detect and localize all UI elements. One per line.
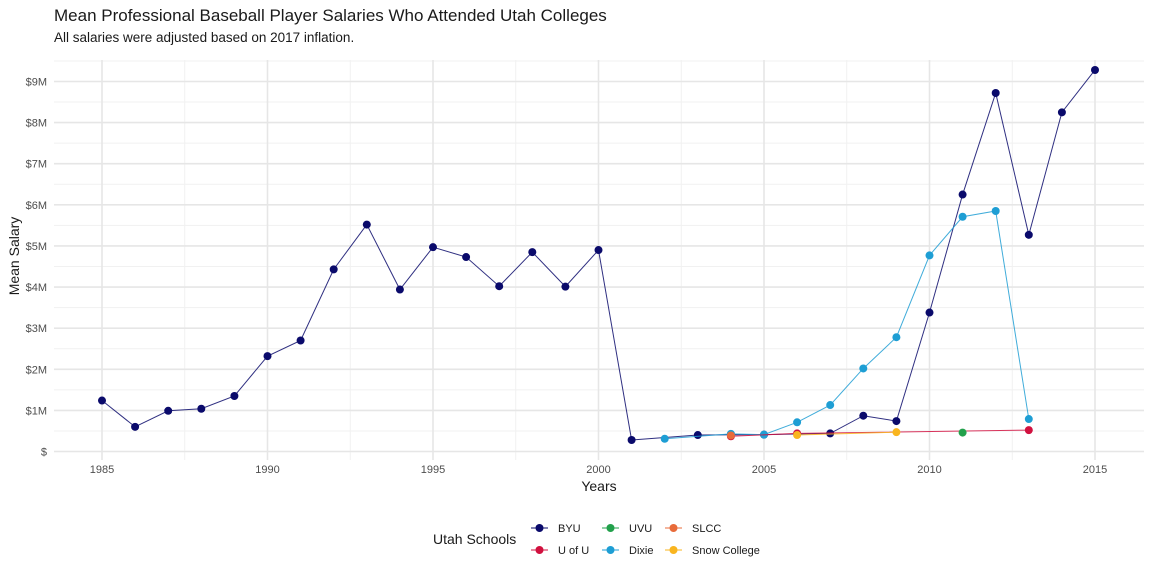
legend-title: Utah Schools xyxy=(433,531,516,547)
axis-layer: 1985 1990 1995 2000 2005 2010 2015 $ $1M $2M $3M $4… xyxy=(26,77,1108,477)
legend-item-byu: BYU xyxy=(531,523,581,535)
legend-label: SLCC xyxy=(692,523,721,535)
legend-key-dot xyxy=(669,524,678,532)
data-point-dixie xyxy=(892,333,901,342)
data-point-byu xyxy=(1057,108,1066,117)
x-tick-label: 2000 xyxy=(586,464,610,476)
legend-label: Dixie xyxy=(629,545,653,557)
data-point-byu xyxy=(495,282,504,291)
y-tick-label: $ xyxy=(41,447,47,459)
legend-item-u-of-u: U of U xyxy=(531,545,589,557)
data-point-dixie xyxy=(925,251,934,260)
data-point-byu xyxy=(329,265,338,274)
data-point-byu xyxy=(263,352,272,361)
data-point-byu xyxy=(859,411,868,420)
series-line-snow-college xyxy=(797,431,897,436)
series-slcc xyxy=(726,431,735,440)
data-point-byu xyxy=(958,190,967,199)
data-point-dixie xyxy=(660,434,669,443)
series-uvu xyxy=(958,428,967,437)
series-line-byu xyxy=(101,69,1096,441)
legend-label: U of U xyxy=(558,545,589,557)
y-tick-label: $4M xyxy=(26,282,47,294)
legend-label: UVU xyxy=(629,523,652,535)
data-point-byu xyxy=(462,253,471,262)
series-snow-college xyxy=(793,428,901,440)
chart-title: Mean Professional Baseball Player Salari… xyxy=(54,6,607,25)
legend-item-uvu: UVU xyxy=(602,523,652,535)
data-point-byu xyxy=(296,336,305,345)
chart-subtitle: All salaries were adjusted based on 2017… xyxy=(54,30,354,45)
data-point-uvu xyxy=(958,428,967,437)
series-byu xyxy=(98,65,1099,444)
data-point-byu xyxy=(164,406,173,415)
legend: Utah Schools BYU U of U UVU Dixie SLCC Snow C… xyxy=(433,523,760,557)
x-tick-label: 1990 xyxy=(255,464,279,476)
y-tick-label: $5M xyxy=(26,241,47,253)
data-point-byu xyxy=(1024,230,1033,239)
data-point-byu xyxy=(429,243,437,252)
data-point-byu xyxy=(627,435,636,444)
data-point-u-of-u xyxy=(1024,426,1033,435)
legend-key-dot xyxy=(606,524,615,532)
legend-key-dot xyxy=(535,524,544,532)
data-point-byu xyxy=(693,431,702,440)
data-point-byu xyxy=(362,220,371,229)
data-point-byu xyxy=(230,392,239,400)
data-point-dixie xyxy=(1024,415,1033,424)
y-tick-label: $9M xyxy=(26,77,47,89)
x-tick-label: 1985 xyxy=(90,464,114,476)
y-tick-label: $7M xyxy=(26,159,47,171)
x-tick-label: 1995 xyxy=(421,464,445,476)
legend-items: BYU U of U UVU Dixie SLCC Snow College xyxy=(531,523,760,557)
legend-label: BYU xyxy=(558,523,581,535)
data-point-dixie xyxy=(859,364,868,373)
series-layer xyxy=(98,65,1099,444)
data-point-byu xyxy=(395,285,404,294)
x-tick-label: 2005 xyxy=(752,464,776,476)
data-point-dixie xyxy=(958,212,967,221)
y-axis-title: Mean Salary xyxy=(6,217,22,296)
data-point-byu xyxy=(991,89,1000,98)
x-axis-title: Years xyxy=(581,478,616,494)
data-point-byu xyxy=(925,308,934,317)
grid-layer xyxy=(54,60,1144,460)
data-point-byu xyxy=(197,404,206,413)
y-tick-label: $1M xyxy=(26,405,47,417)
data-point-dixie xyxy=(793,418,802,427)
legend-key-dot xyxy=(535,546,544,554)
data-point-byu xyxy=(98,396,106,405)
legend-item-dixie: Dixie xyxy=(602,545,653,557)
legend-item-snow-college: Snow College xyxy=(665,545,760,557)
data-point-byu xyxy=(131,422,140,431)
x-tick-label: 2015 xyxy=(1083,464,1107,476)
data-point-byu xyxy=(892,417,901,426)
y-tick-label: $6M xyxy=(26,200,47,212)
data-point-snow-college xyxy=(793,431,802,440)
data-point-byu xyxy=(528,248,537,257)
legend-item-slcc: SLCC xyxy=(665,523,721,535)
data-point-byu xyxy=(1091,65,1099,74)
data-point-byu xyxy=(561,282,570,291)
data-point-snow-college xyxy=(892,428,901,437)
x-tick-label: 2010 xyxy=(917,464,941,476)
series-u-of-u xyxy=(726,426,1033,441)
data-point-dixie xyxy=(991,207,1000,215)
legend-label: Snow College xyxy=(692,545,760,557)
legend-key-dot xyxy=(606,546,615,554)
data-point-slcc xyxy=(726,431,735,440)
data-point-byu xyxy=(594,246,603,255)
legend-key-dot xyxy=(669,546,678,554)
y-tick-label: $3M xyxy=(26,323,47,335)
y-tick-label: $2M xyxy=(26,364,47,376)
y-tick-label: $8M xyxy=(26,118,47,130)
data-point-dixie xyxy=(826,401,835,410)
